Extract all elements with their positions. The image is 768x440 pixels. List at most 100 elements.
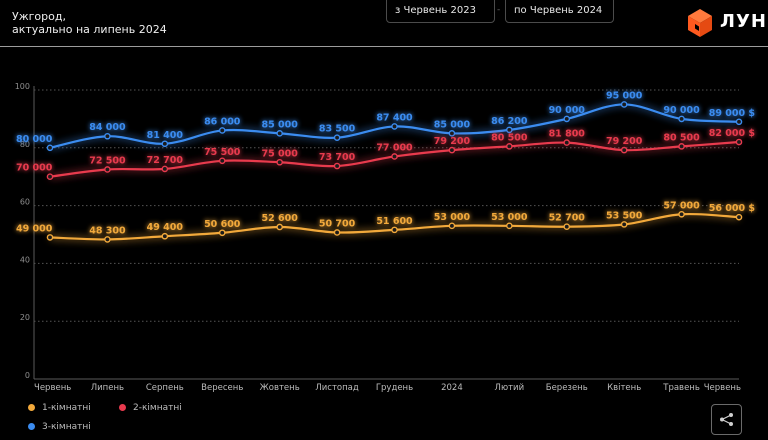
- data-label: 85 000: [434, 119, 471, 130]
- legend-label-2-room: 2-кімнатні: [133, 403, 182, 413]
- data-point: [391, 153, 398, 160]
- x-tick-label: Червень: [704, 383, 741, 393]
- data-point: [735, 213, 743, 221]
- x-tick-label: Лютий: [495, 383, 525, 393]
- data-label: 56 000 $: [709, 203, 755, 214]
- data-label: 77 000: [376, 142, 413, 153]
- x-tick-label: Квітень: [607, 383, 641, 393]
- data-point: [448, 222, 456, 230]
- legend-dot-2-room: [119, 404, 126, 411]
- data-point: [620, 221, 628, 228]
- data-label: 90 000: [663, 105, 700, 116]
- legend-label-1-room: 1-кімнатні: [42, 403, 91, 413]
- data-point: [678, 143, 685, 150]
- data-label: 49 000: [16, 223, 53, 234]
- data-label: 90 000: [549, 105, 586, 116]
- data-point: [678, 115, 685, 123]
- data-point: [735, 118, 743, 126]
- y-tick-label: 40: [20, 255, 30, 264]
- legend-item-3-room[interactable]: 3-кімнатні: [28, 422, 91, 432]
- data-label: 95 000: [606, 90, 643, 101]
- data-point: [218, 157, 226, 165]
- y-tick-label: 100: [15, 82, 30, 91]
- data-label: 49 400: [147, 222, 184, 233]
- data-label: 73 700: [319, 152, 356, 163]
- data-label: 50 600: [204, 219, 241, 230]
- data-label: 80 500: [491, 132, 528, 143]
- x-tick-label: Серпень: [146, 383, 184, 393]
- y-tick-label: 0: [25, 371, 30, 380]
- date-from-select[interactable]: з Червень 2023: [386, 0, 495, 23]
- data-label: 57 000: [663, 200, 700, 211]
- date-to-value: по Червень 2024: [514, 5, 603, 16]
- data-label: 87 400: [376, 112, 413, 123]
- date-from-value: з Червень 2023: [395, 5, 476, 16]
- data-point: [218, 127, 226, 134]
- data-label: 86 200: [491, 116, 528, 127]
- data-point: [161, 165, 169, 173]
- legend-label-3-room: 3-кімнатні: [42, 422, 91, 432]
- data-point: [448, 130, 456, 137]
- data-point: [161, 232, 169, 240]
- x-tick-label: 2024: [441, 383, 463, 393]
- data-point: [218, 229, 226, 237]
- data-point: [506, 126, 513, 134]
- data-point: [333, 162, 341, 170]
- data-label: 53 000: [491, 212, 528, 223]
- data-point: [620, 146, 628, 154]
- x-tick-label: Жовтень: [260, 383, 300, 393]
- data-label: 48 300: [89, 225, 126, 236]
- data-point: [46, 173, 54, 180]
- date-to-select[interactable]: по Червень 2024: [505, 0, 614, 23]
- data-label: 50 700: [319, 218, 356, 229]
- header-divider: [0, 46, 768, 47]
- data-point: [391, 123, 398, 130]
- x-tick-label: Грудень: [376, 383, 413, 393]
- data-label: 84 000: [89, 122, 126, 133]
- data-point: [563, 115, 571, 123]
- data-point: [620, 101, 628, 108]
- updated-label: актуально на липень 2024: [12, 23, 167, 36]
- data-point: [563, 139, 571, 146]
- date-separator: -: [497, 5, 501, 15]
- data-label: 81 800: [549, 129, 586, 140]
- data-label: 75 000: [261, 148, 298, 159]
- data-label: 81 400: [147, 130, 184, 141]
- y-tick-label: 20: [20, 313, 30, 322]
- data-point: [276, 223, 283, 231]
- data-point: [104, 166, 111, 173]
- x-tick-label: Вересень: [201, 383, 243, 393]
- y-tick-label: 80: [20, 140, 30, 149]
- data-label: 53 000: [434, 212, 471, 223]
- legend-dot-3-room: [28, 423, 35, 430]
- data-point: [46, 144, 54, 152]
- data-label: 85 000: [261, 119, 298, 130]
- data-point: [276, 130, 283, 137]
- share-button[interactable]: [711, 404, 742, 435]
- data-label: 82 000 $: [709, 128, 755, 139]
- data-point: [333, 229, 341, 236]
- data-point: [333, 134, 341, 141]
- data-label: 89 000 $: [709, 108, 755, 119]
- data-label: 79 200: [434, 136, 471, 147]
- data-label: 75 500: [204, 147, 241, 158]
- x-tick-label: Травень: [662, 383, 700, 393]
- data-label: 70 000: [16, 163, 53, 174]
- logo-text: ЛУН: [720, 11, 767, 32]
- data-label: 80 000: [16, 134, 53, 145]
- data-point: [104, 236, 111, 243]
- data-label: 79 200: [606, 136, 643, 147]
- legend-item-2-room[interactable]: 2-кімнатні: [119, 403, 182, 413]
- share-icon: [720, 413, 733, 426]
- data-point: [391, 226, 398, 234]
- data-label: 72 500: [89, 155, 126, 166]
- legend-item-1-room[interactable]: 1-кімнатні: [28, 403, 91, 413]
- data-label: 53 500: [606, 210, 643, 221]
- data-point: [104, 132, 111, 140]
- lun-logo[interactable]: ЛУН: [686, 8, 768, 38]
- legend-dot-1-room: [28, 404, 35, 411]
- price-chart: 0 20 40 60 80 100 Червень Липень Серпень Вересень…: [15, 82, 755, 393]
- cube-logo-icon: [688, 9, 712, 37]
- x-tick-label: Листопад: [315, 383, 359, 393]
- data-point: [678, 210, 685, 218]
